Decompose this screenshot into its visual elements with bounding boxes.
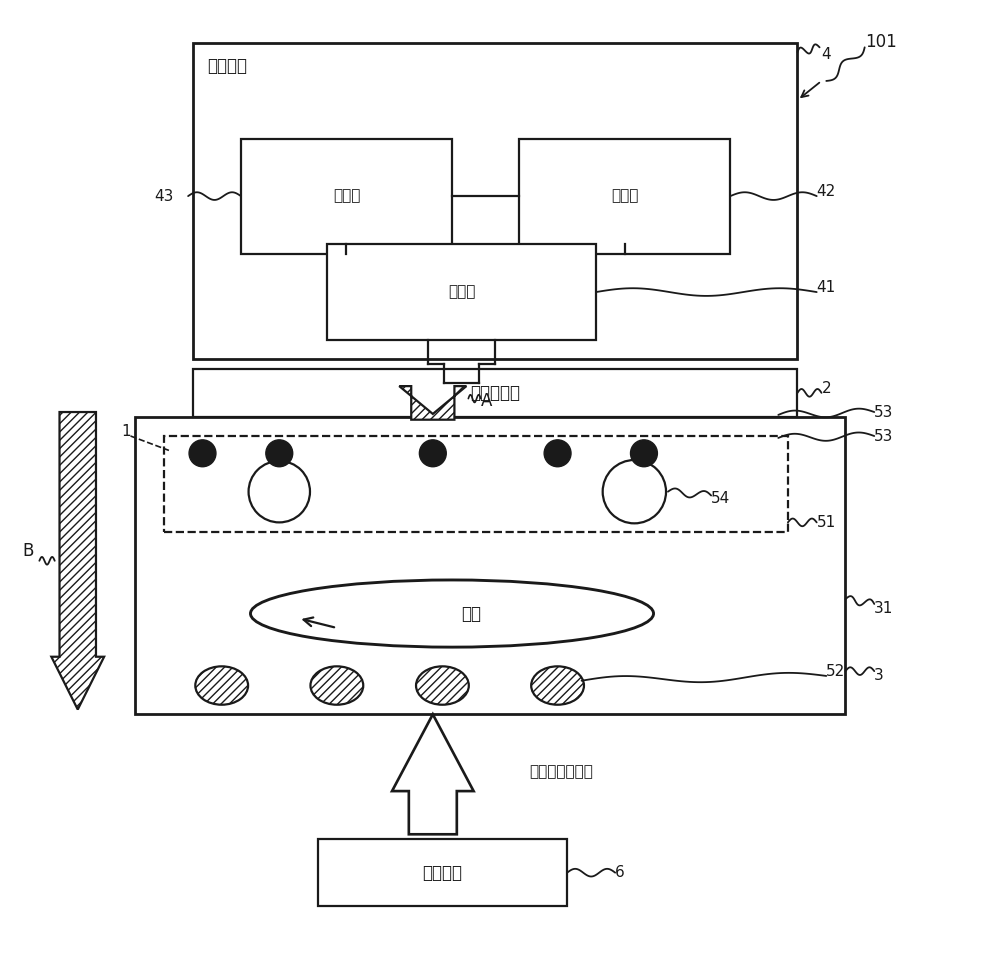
Text: 控制部: 控制部 (333, 189, 360, 203)
Text: 6: 6 (615, 865, 625, 880)
Polygon shape (392, 714, 474, 834)
Text: 搅拌: 搅拌 (461, 605, 481, 622)
Ellipse shape (531, 666, 584, 705)
Bar (164, 436, 788, 532)
Text: 检测部: 检测部 (611, 189, 638, 203)
Text: B: B (22, 542, 33, 560)
Ellipse shape (195, 666, 248, 705)
Polygon shape (51, 412, 104, 710)
Bar (193, 43, 797, 359)
Bar (193, 369, 797, 417)
Text: 摄像装置: 摄像装置 (207, 57, 247, 75)
Ellipse shape (416, 666, 469, 705)
Text: 43: 43 (155, 189, 174, 203)
Text: 4: 4 (821, 47, 831, 62)
Circle shape (249, 461, 310, 523)
Polygon shape (399, 386, 466, 420)
Circle shape (603, 460, 666, 524)
Text: 42: 42 (817, 184, 836, 198)
Text: 31: 31 (874, 601, 894, 617)
Text: 54: 54 (711, 491, 730, 506)
Circle shape (266, 439, 293, 467)
Bar (135, 417, 845, 714)
Circle shape (631, 439, 657, 467)
Text: 41: 41 (817, 280, 836, 295)
Text: 101: 101 (865, 33, 896, 51)
Circle shape (544, 439, 571, 467)
Ellipse shape (310, 666, 363, 705)
Bar (241, 138, 452, 254)
Text: 磁场施加部: 磁场施加部 (470, 384, 520, 402)
Bar (327, 244, 596, 340)
Bar (318, 839, 567, 906)
Text: 3: 3 (874, 669, 884, 683)
Text: 摄像部: 摄像部 (448, 285, 475, 299)
Text: 2: 2 (821, 380, 831, 396)
Text: 53: 53 (874, 405, 894, 419)
Text: 53: 53 (874, 429, 894, 443)
Text: 51: 51 (817, 515, 836, 529)
Bar (519, 138, 730, 254)
Circle shape (419, 439, 446, 467)
Text: 1: 1 (121, 424, 131, 439)
Text: 照明装置: 照明装置 (422, 863, 462, 882)
Text: 激发光、白色光: 激发光、白色光 (529, 765, 593, 779)
Text: 52: 52 (826, 664, 846, 679)
Circle shape (189, 439, 216, 467)
Text: A: A (481, 391, 492, 409)
